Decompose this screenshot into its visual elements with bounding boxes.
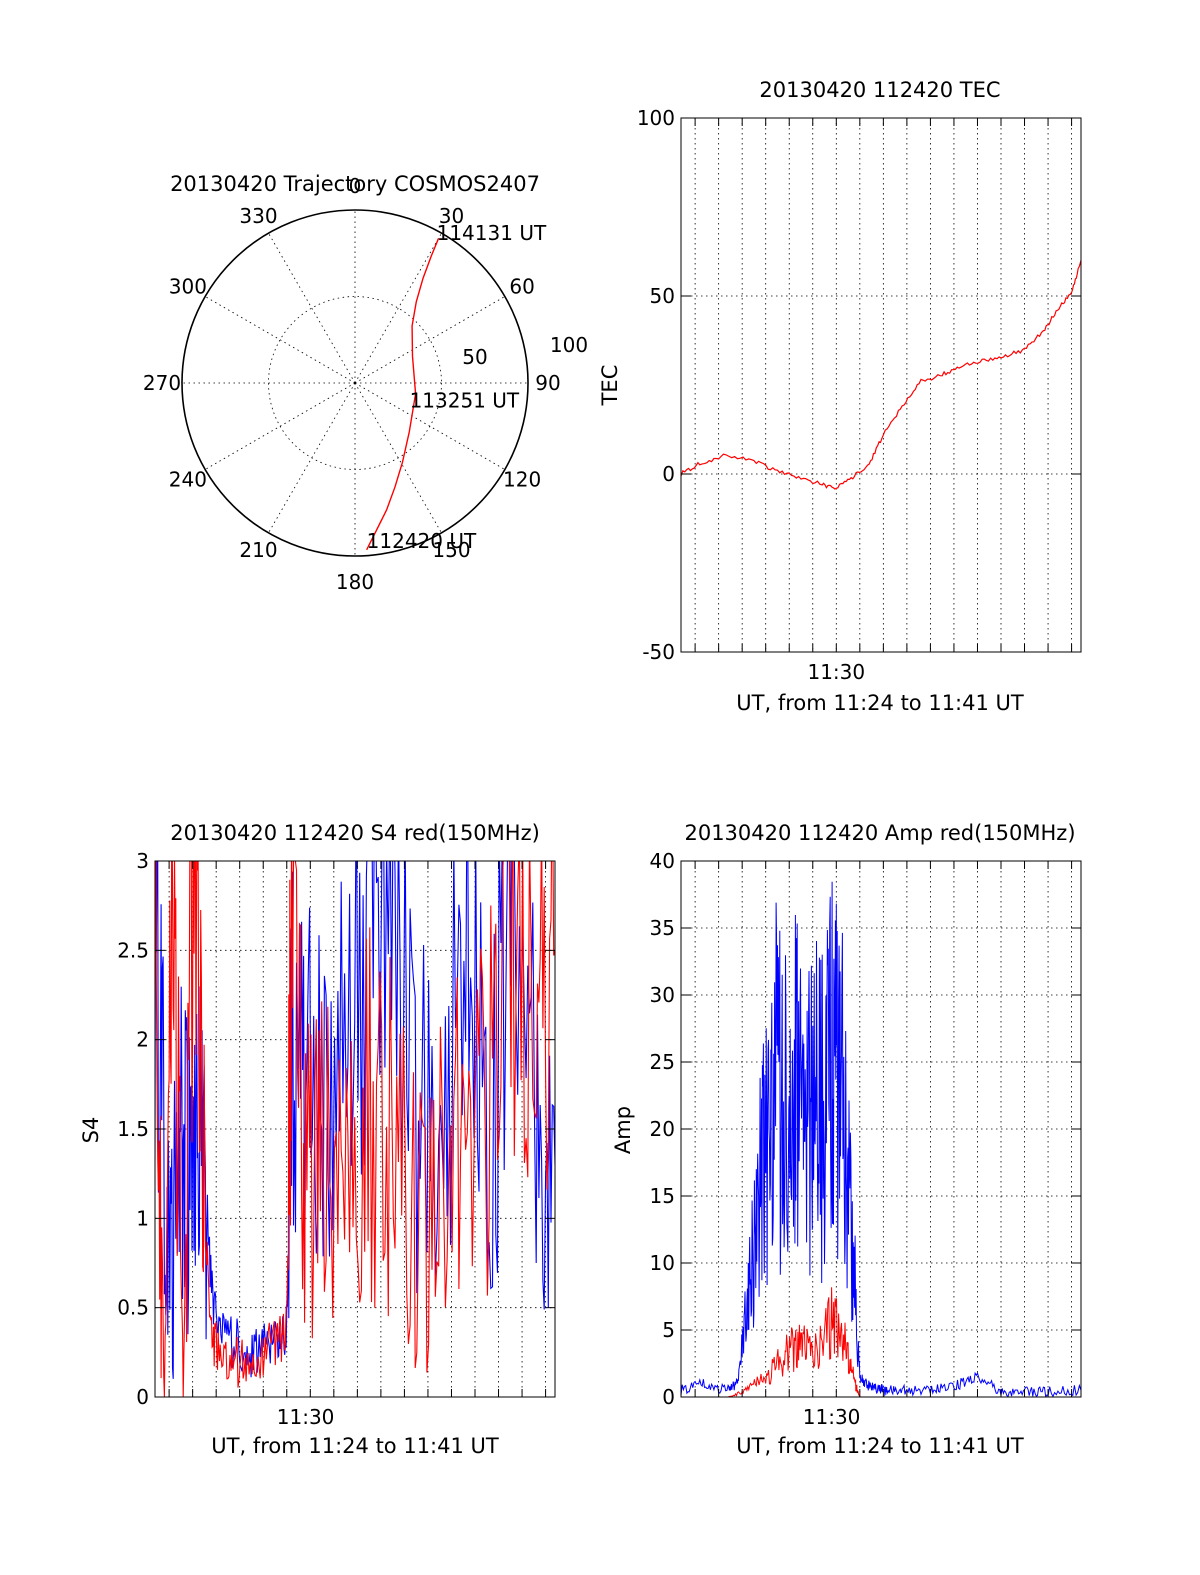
polar-angle-label: 210 xyxy=(239,538,277,562)
polar-angle-label: 90 xyxy=(535,371,560,395)
polar-spoke xyxy=(354,382,442,534)
y-tick-label: 40 xyxy=(650,849,675,873)
polar-annotations: 114131 UT 113251 UT 112420 UT xyxy=(367,221,547,553)
polar-radial-label: 50 xyxy=(462,345,487,369)
y-tick-label: 30 xyxy=(650,983,675,1007)
y-tick-label: 5 xyxy=(662,1318,675,1342)
ticks: 0 5 10 15 20 25 30 35 40 11:30 xyxy=(650,849,1081,1429)
x-tick-label: 11:30 xyxy=(807,660,865,684)
polar-spoke xyxy=(268,382,356,534)
s4-panel: 20130420 112420 S4 red(150MHz) UT, from … xyxy=(79,821,556,1458)
y-tick-label: 2.5 xyxy=(117,938,149,962)
plot-frame xyxy=(680,117,1082,653)
tec-panel: 20130420 112420 TEC UT, from 11:24 to 11… xyxy=(598,78,1082,715)
amp-ylabel: Amp xyxy=(611,1106,635,1154)
polar-trajectory-line xyxy=(366,237,440,551)
polar-radial-label: 100 xyxy=(550,333,588,357)
x-tick-label: 11:30 xyxy=(803,1405,861,1429)
y-tick-label: 1 xyxy=(136,1206,149,1230)
series-group xyxy=(681,260,1081,490)
amp-xlabel: UT, from 11:24 to 11:41 UT xyxy=(736,1434,1024,1458)
series-group xyxy=(155,861,555,1397)
y-tick-label: 50 xyxy=(650,284,675,308)
series-line-1 xyxy=(155,861,555,1379)
grid-lines xyxy=(681,117,1081,653)
series-line-1 xyxy=(681,260,1081,490)
y-tick-label: 10 xyxy=(650,1251,675,1275)
y-tick-label: 15 xyxy=(650,1184,675,1208)
y-tick-label: -50 xyxy=(642,640,675,664)
polar-angle-label: 270 xyxy=(143,371,181,395)
polar-angle-label: 150 xyxy=(432,538,470,562)
polar-title: 20130420 Trajectory COSMOS2407 xyxy=(170,172,540,196)
polar-spoke xyxy=(204,382,356,470)
series-line-1 xyxy=(681,881,1081,1397)
tec-xlabel: UT, from 11:24 to 11:41 UT xyxy=(736,691,1024,715)
polar-labels: 0 30 60 90 120 150 180 210 240 270 300 330 50 100 xyxy=(143,174,588,594)
s4-title: 20130420 112420 S4 red(150MHz) xyxy=(170,821,540,845)
y-tick-label: 0.5 xyxy=(117,1296,149,1320)
polar-grid xyxy=(181,209,529,557)
grid-lines xyxy=(681,860,1081,1398)
y-tick-label: 0 xyxy=(136,1385,149,1409)
series-line-2 xyxy=(727,1287,861,1397)
y-tick-label: 20 xyxy=(650,1117,675,1141)
series-group xyxy=(681,881,1081,1397)
s4-ylabel: S4 xyxy=(79,1117,103,1144)
tec-ylabel: TEC xyxy=(598,365,622,407)
tec-title: 20130420 112420 TEC xyxy=(759,78,1000,102)
polar-outer-circle xyxy=(181,209,529,557)
y-tick-label: 2 xyxy=(136,1028,149,1052)
trajectory-polar-plot: 20130420 Trajectory COSMOS2407 0 30 60 90 12… xyxy=(143,172,588,594)
polar-spoke xyxy=(268,232,356,384)
y-tick-label: 1.5 xyxy=(117,1117,149,1141)
amp-panel: 20130420 112420 Amp red(150MHz) UT, from… xyxy=(611,821,1082,1458)
y-tick-label: 0 xyxy=(662,462,675,486)
polar-angle-label: 120 xyxy=(503,468,541,492)
polar-spoke xyxy=(354,296,506,384)
polar-time-annotation: 113251 UT xyxy=(410,389,520,413)
polar-angle-label: 300 xyxy=(169,275,207,299)
amp-title: 20130420 112420 Amp red(150MHz) xyxy=(684,821,1075,845)
polar-angle-label: 60 xyxy=(509,275,534,299)
polar-spoke xyxy=(204,296,356,384)
x-tick-label: 11:30 xyxy=(277,1405,335,1429)
y-tick-label: 35 xyxy=(650,916,675,940)
polar-angle-label: 330 xyxy=(239,204,277,228)
y-tick-label: 25 xyxy=(650,1050,675,1074)
polar-spoke xyxy=(354,382,506,470)
polar-spoke xyxy=(354,232,442,384)
polar-angle-label: 0 xyxy=(349,174,362,198)
series-line-2 xyxy=(155,861,555,1397)
ticks: -50 0 50 100 11:30 xyxy=(637,106,1081,684)
polar-angle-label: 240 xyxy=(169,468,207,492)
ticks: 0 0.5 1 1.5 2 2.5 3 11:30 xyxy=(117,849,555,1429)
polar-time-annotation: 114131 UT xyxy=(437,221,547,245)
y-tick-label: 3 xyxy=(136,849,149,873)
y-tick-label: 100 xyxy=(637,106,675,130)
polar-angle-label: 30 xyxy=(439,204,464,228)
polar-time-annotation: 112420 UT xyxy=(367,529,477,553)
s4-xlabel: UT, from 11:24 to 11:41 UT xyxy=(211,1434,499,1458)
polar-angle-label: 180 xyxy=(336,570,374,594)
polar-series xyxy=(366,237,440,551)
y-tick-label: 0 xyxy=(662,1385,675,1409)
